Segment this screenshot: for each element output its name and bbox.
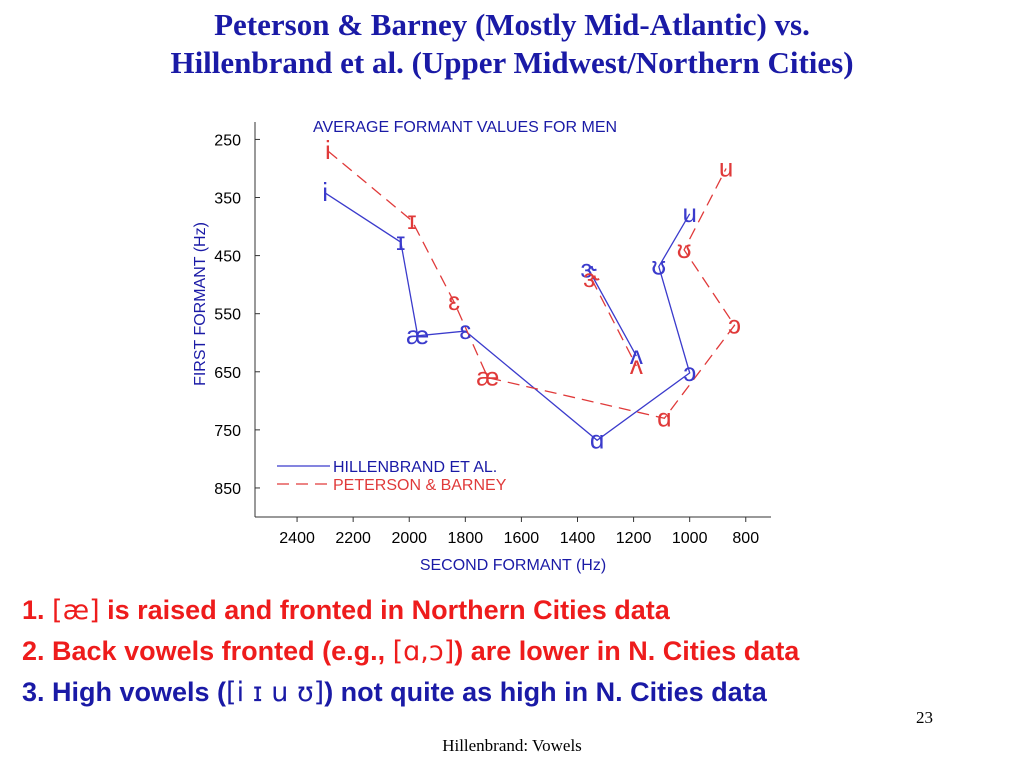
bullet-3-ipa: [i ɪ u ʊ] [226, 677, 325, 708]
hillenbrand-vowel-label: ɔ [683, 357, 696, 387]
hillenbrand-vowel-label: ɪ [396, 226, 405, 256]
x-tick-label: 800 [732, 530, 759, 547]
legend-label-hillenbrand: HILLENBRAND ET AL. [333, 459, 497, 476]
peterson-barney-vowel-label: ɛ [448, 286, 460, 316]
legend: HILLENBRAND ET AL. PETERSON & BARNEY [277, 459, 507, 494]
x-tick-label: 2200 [335, 530, 371, 547]
y-tick-label: 250 [214, 132, 241, 149]
slide-title-line1: Peterson & Barney (Mostly Mid-Atlantic) … [214, 7, 810, 42]
axis-ticks: 2400 2200 2000 1800 1600 1400 1200 1000 800 250 35… [214, 132, 759, 547]
footer-text: Hillenbrand: Vowels [442, 736, 582, 755]
bullet-3-text-b: ) not quite as high in N. Cities data [324, 677, 767, 707]
bullet-2: 2. Back vowels fronted (e.g., [ɑ,ɔ]) are… [22, 631, 1022, 672]
peterson-barney-vowel-label: ɔ [728, 309, 741, 339]
peterson-barney-vowel-label: u [719, 153, 733, 183]
chart-axes [254, 122, 771, 518]
chart-title: AVERAGE FORMANT VALUES FOR MEN [313, 119, 617, 136]
hillenbrand-vowel-label: u [682, 198, 696, 228]
x-axis-label: SECOND FORMANT (Hz) [420, 557, 606, 574]
bullet-2-text-a: 2. Back vowels fronted (e.g., [22, 636, 393, 666]
x-tick-label: 1200 [616, 530, 652, 547]
x-tick-label: 1400 [560, 530, 596, 547]
hillenbrand-line [588, 269, 637, 357]
peterson-barney-vowel-label: ʊ [677, 234, 692, 264]
peterson-barney-vowel-label: ɪ [407, 205, 416, 235]
peterson-barney-vowel-label: æ [476, 362, 499, 392]
x-tick-label: 2000 [391, 530, 427, 547]
hillenbrand-vowel-label: i [322, 177, 328, 207]
peterson-barney-vowel-label: ɝ [583, 263, 600, 293]
y-tick-label: 550 [214, 307, 241, 324]
bullet-1: 1. [æ] is raised and fronted in Northern… [22, 590, 1022, 631]
bullet-3: 3. High vowels ([i ɪ u ʊ]) not quite as … [22, 672, 1022, 713]
peterson-barney-vowel-label: ʌ [630, 350, 643, 380]
peterson-barney-vowel-label: i [325, 135, 331, 165]
hillenbrand-line [324, 192, 691, 442]
x-tick-label: 2400 [279, 530, 315, 547]
y-tick-label: 750 [214, 423, 241, 440]
hillenbrand-vowel-label: ʊ [651, 251, 666, 281]
peterson-barney-vowel-label: ɑ [657, 402, 671, 432]
y-tick-label: 850 [214, 481, 241, 498]
formant-chart: AVERAGE FORMANT VALUES FOR MEN SECOND FO… [192, 119, 771, 574]
bullet-1-text-b: is raised and fronted in Northern Cities… [99, 595, 670, 625]
x-tick-label: 1800 [448, 530, 484, 547]
hillenbrand-vowel-label: ɝ [580, 254, 597, 284]
y-tick-label: 650 [214, 365, 241, 382]
bullet-3-text-a: 3. High vowels ( [22, 677, 227, 707]
bullet-list: 1. [æ] is raised and fronted in Northern… [22, 590, 1022, 713]
bullet-1-ipa: [æ] [52, 595, 100, 626]
x-tick-label: 1600 [504, 530, 540, 547]
hillenbrand-vowel-label: ɛ [459, 315, 471, 345]
hillenbrand-vowel-label: æ [406, 320, 429, 350]
slide-title: Peterson & Barney (Mostly Mid-Atlantic) … [0, 6, 1024, 82]
hillenbrand-vowel-label: ɑ [590, 424, 604, 454]
slide-title-line2: Hillenbrand et al. (Upper Midwest/Northe… [170, 45, 854, 80]
x-tick-label: 1000 [672, 530, 708, 547]
y-tick-label: 450 [214, 249, 241, 266]
hillenbrand-vowel-label: ʌ [630, 340, 643, 370]
peterson-barney-line [590, 278, 637, 367]
series-lines [324, 150, 736, 442]
y-tick-label: 350 [214, 191, 241, 208]
bullet-2-text-b: ) are lower in N. Cities data [454, 636, 800, 666]
bullet-1-text-a: 1. [22, 595, 53, 625]
legend-label-peterson-barney: PETERSON & BARNEY [333, 477, 507, 494]
peterson-barney-line [327, 150, 736, 420]
page-number: 23 [916, 708, 933, 727]
bullet-2-ipa: [ɑ,ɔ] [392, 636, 455, 667]
y-axis-label: FIRST FORMANT (Hz) [192, 222, 209, 386]
